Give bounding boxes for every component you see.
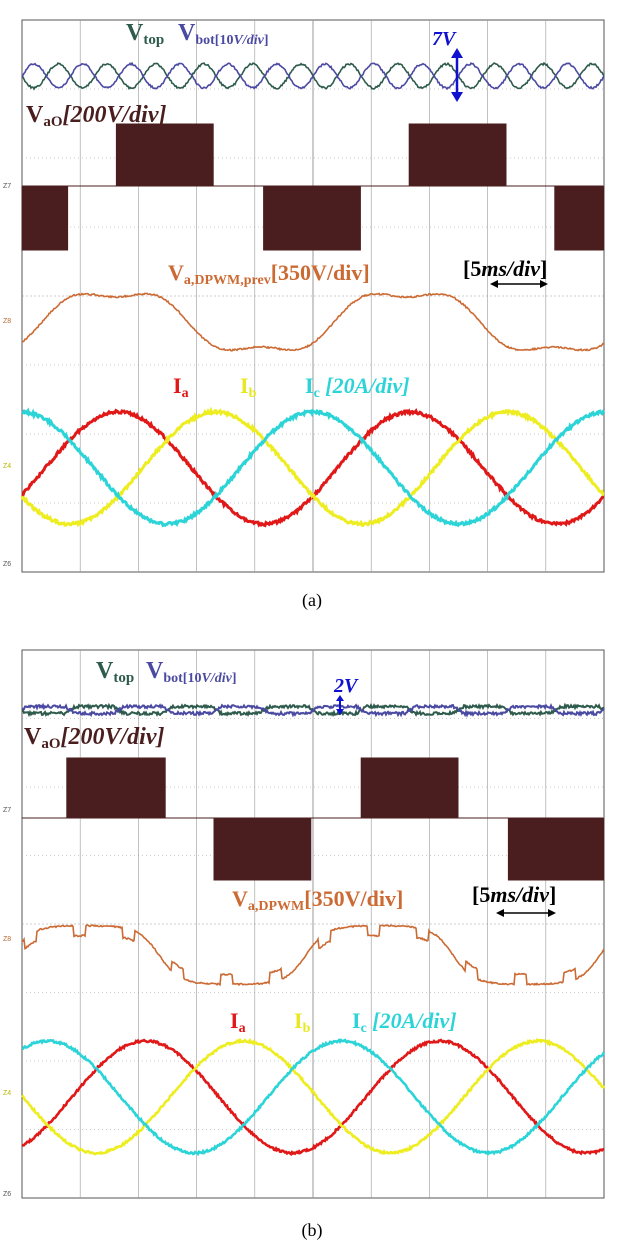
panel-a-trace-ic bbox=[21, 407, 606, 528]
panel-b-label-timescale: [5ms/div] bbox=[472, 882, 556, 907]
panel-a-label-vbot: Vbot[10V/div] bbox=[178, 20, 268, 48]
panel-a-caption: (a) bbox=[302, 590, 322, 611]
panel-b-ripple-marker: 2V bbox=[333, 675, 359, 715]
panel-a-trace-vao bbox=[21, 123, 605, 251]
panel-b-label-ib: Ib bbox=[294, 1008, 311, 1036]
panel-b-label-vao: VaO[200V/div] bbox=[24, 724, 165, 752]
panel-b-trace-dpwm bbox=[21, 924, 605, 987]
panel-a-label-dpwm: Va,DPWM,prev[350V/div] bbox=[168, 260, 370, 288]
panel-b-label-ic: Ic [20A/div] bbox=[352, 1008, 457, 1036]
panel-b: Z7 Z8 Z4 Z6 2V Vtop Vbot[10V/div] VaO[20… bbox=[3, 649, 606, 1241]
panel-b-label-ia: Ia bbox=[230, 1008, 246, 1036]
panel-b-label-vbot: Vbot[10V/div] bbox=[146, 658, 236, 686]
panel-a-label-vao: VaO[200V/div] bbox=[26, 102, 167, 130]
panel-a-timescale-arrow bbox=[490, 280, 548, 288]
panel-a: Z7 Z8 Z4 Z6 7V Vtop Vbot[10V/div] VaO[20… bbox=[3, 19, 606, 611]
panel-a-label-ic: Ic [20A/div] bbox=[305, 373, 410, 401]
panel-a-label-timescale: [5ms/div] bbox=[463, 256, 547, 281]
panel-a-label-ia: Ia bbox=[173, 373, 189, 401]
panel-b-caption: (b) bbox=[302, 1220, 323, 1241]
panel-a-label-ib: Ib bbox=[240, 373, 257, 401]
panel-b-marker-z4: Z4 bbox=[3, 1090, 11, 1097]
panel-a-trace-dpwm bbox=[21, 292, 605, 352]
panel-a-marker-z7: Z7 bbox=[3, 183, 11, 190]
panel-b-trace-vao bbox=[22, 757, 605, 881]
panel-a-ripple-label: 7V bbox=[432, 28, 457, 50]
panel-a-marker-z8: Z8 bbox=[3, 318, 11, 325]
panel-a-marker-z4: Z4 bbox=[3, 463, 11, 470]
panel-a-grid bbox=[22, 20, 604, 572]
panel-a-marker-z6: Z6 bbox=[3, 561, 11, 568]
panel-b-timescale-arrow bbox=[496, 909, 556, 917]
panel-a-traces bbox=[20, 61, 606, 528]
panel-b-trace-vbot bbox=[21, 702, 605, 718]
panel-b-trace-ic bbox=[21, 1038, 606, 1157]
panel-a-trace-vbot bbox=[21, 61, 605, 91]
panel-b-marker-z7: Z7 bbox=[3, 807, 11, 814]
panel-a-ripple-marker: 7V bbox=[432, 28, 463, 102]
panel-b-label-vtop: Vtop bbox=[96, 658, 134, 686]
panel-b-marker-z6: Z6 bbox=[3, 1191, 11, 1198]
panel-b-marker-z8: Z8 bbox=[3, 936, 11, 943]
panel-b-trace-ib bbox=[21, 1037, 606, 1156]
panel-b-ripple-label: 2V bbox=[333, 675, 359, 697]
panel-b-trace-ia bbox=[21, 1038, 605, 1157]
panel-b-traces bbox=[21, 702, 606, 1157]
panel-b-grid bbox=[22, 650, 604, 1198]
panel-a-label-vtop: Vtop bbox=[126, 20, 164, 48]
panel-b-label-dpwm: Va,DPWM[350V/div] bbox=[232, 886, 403, 914]
